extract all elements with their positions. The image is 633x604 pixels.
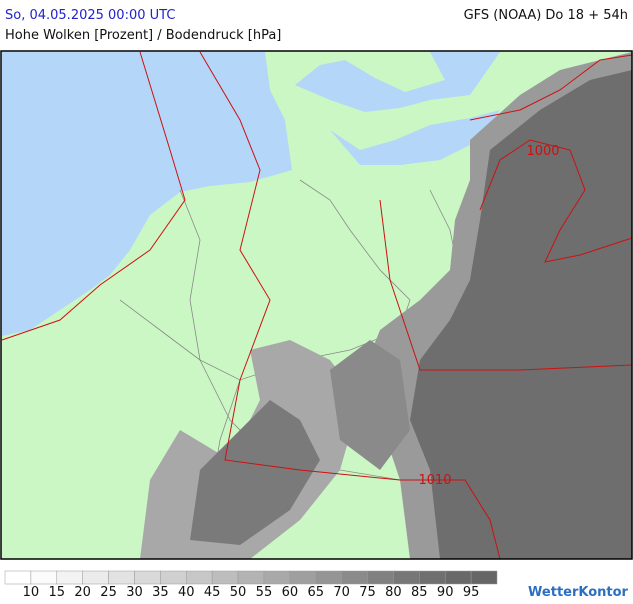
legend-tick: 55 xyxy=(256,585,273,600)
clouds xyxy=(140,52,632,559)
legend-swatch xyxy=(289,570,316,585)
legend-swatch xyxy=(341,570,368,585)
legend-swatch xyxy=(393,570,420,585)
legend-tick: 75 xyxy=(359,585,376,600)
legend-swatch xyxy=(82,570,109,585)
isobar-label: 1000 xyxy=(526,144,559,159)
legend-swatch xyxy=(367,570,394,585)
legend-swatch xyxy=(444,570,472,585)
title: Hohe Wolken [Prozent] / Bodendruck [hPa] xyxy=(5,28,281,43)
legend-tick: 40 xyxy=(178,585,195,600)
date: So, 04.05.2025 00:00 UTC xyxy=(5,8,175,23)
legend-swatch xyxy=(470,570,498,585)
legend-tick: 45 xyxy=(204,585,221,600)
sea xyxy=(330,110,500,165)
legend-tick: 10 xyxy=(23,585,40,600)
legend-swatch xyxy=(56,570,83,585)
legend-swatch xyxy=(30,570,58,585)
legend-tick: 35 xyxy=(152,585,169,600)
legend-tick: 30 xyxy=(126,585,143,600)
legend-swatch xyxy=(419,570,446,585)
model: GFS (NOAA) Do 18 + 54h xyxy=(464,8,628,23)
legend-swatch xyxy=(237,570,265,585)
legend-swatch xyxy=(315,570,342,585)
sea xyxy=(295,52,500,112)
legend-swatch xyxy=(160,570,187,585)
legend-tick: 20 xyxy=(74,585,91,600)
legend-swatch xyxy=(186,570,213,585)
legend: 10 15 20 25 30 35 40 45 50 55 60 65 70 75 80 85 90 95 xyxy=(4,570,498,600)
legend-tick: 15 xyxy=(49,585,66,600)
legend-tick: 70 xyxy=(333,585,350,600)
legend-swatch xyxy=(134,570,161,585)
legend-tick: 90 xyxy=(437,585,454,600)
isobars xyxy=(1,51,633,560)
sea xyxy=(2,52,292,336)
map: 1000 1010 xyxy=(0,50,633,560)
legend-tick: 60 xyxy=(282,585,299,600)
legend-tick: 50 xyxy=(230,585,247,600)
isobar-label: 1010 xyxy=(418,473,451,488)
legend-swatch xyxy=(211,570,239,585)
legend-swatch xyxy=(108,570,135,585)
legend-swatch xyxy=(263,570,291,585)
legend-tick: 95 xyxy=(463,585,480,600)
brand: WetterKontor xyxy=(528,585,629,600)
legend-tick: 85 xyxy=(411,585,428,600)
map-frame xyxy=(0,50,633,560)
legend-tick: 80 xyxy=(385,585,402,600)
legend-tick: 25 xyxy=(100,585,117,600)
legend-tick: 65 xyxy=(307,585,324,600)
legend-swatch xyxy=(4,570,32,585)
